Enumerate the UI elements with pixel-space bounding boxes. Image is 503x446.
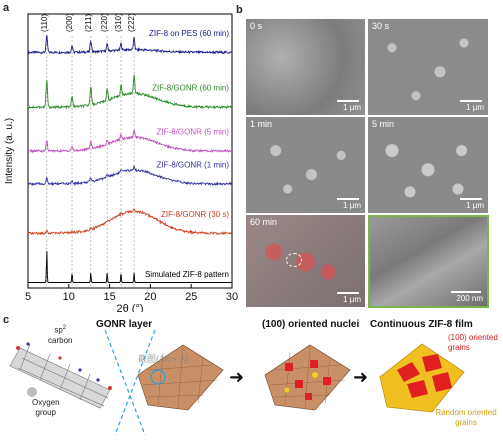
- title-continuous-film: Continuous ZIF-8 film: [370, 319, 473, 330]
- x-tick-label: 15: [103, 291, 115, 303]
- title-oriented-nuclei: (100) oriented nuclei: [262, 319, 360, 330]
- peak-label: (200): [65, 13, 74, 32]
- y-axis-label: Intensity (a. u.): [4, 118, 15, 184]
- sem-tile-60min: 60 min 1 μm: [246, 215, 365, 307]
- panel-b-letter: b: [236, 4, 243, 16]
- peak-label: (310): [114, 13, 123, 32]
- carbon-sup: 2: [62, 325, 67, 331]
- sem-scale-label: 1 μm: [466, 201, 484, 210]
- screenshot-overlay-text: 截图(Alt + A): [138, 354, 189, 364]
- zoom-circle: [286, 253, 302, 267]
- sem-scale-label: 1 μm: [343, 201, 361, 210]
- sem-tile-30s: 30 s 1 μm: [368, 19, 488, 115]
- continuous-film-sheet: [379, 343, 465, 413]
- x-tick-label: 20: [144, 291, 156, 303]
- peak-label: (211): [84, 14, 93, 32]
- x-axis-label: 2θ (°): [116, 303, 143, 312]
- panel-a-letter: a: [3, 2, 10, 14]
- sem-time-label: 1 min: [250, 119, 273, 129]
- series-line: [28, 129, 233, 154]
- scale-bar: [460, 100, 482, 102]
- peak-label: (220): [100, 13, 109, 32]
- x-tick-label: 30: [226, 291, 238, 303]
- sem-time-label: 60 min: [250, 217, 278, 227]
- x-tick-label: 5: [25, 291, 31, 303]
- oxygen-line2: group: [35, 408, 57, 417]
- gonr-ribbon-illustration: [9, 342, 112, 409]
- scale-bar: [337, 100, 359, 102]
- scale-bar: [337, 198, 359, 200]
- sem-tile-1min: 1 min 1 μm: [246, 117, 365, 213]
- panel-c-letter: c: [3, 314, 10, 326]
- series-line: [27, 208, 233, 236]
- xrd-chart: 5 10 15 20 25 30 2θ (°) Intensity (a. u.) (110) (…: [4, 13, 238, 312]
- x-tick-label: 10: [63, 291, 75, 303]
- scale-bar: [337, 292, 359, 294]
- x-tick-label: 25: [185, 291, 197, 303]
- series-label: ZIF-8/GONR (30 s): [161, 210, 229, 219]
- series-label: Simulated ZIF-8 pattern: [145, 270, 229, 279]
- series-label: ZIF-8/GONR (60 min): [152, 84, 229, 93]
- oriented-nuclei-sheet: [264, 344, 351, 411]
- series-line: [27, 74, 233, 110]
- series-label: ZIF-8/GONR (5 min): [157, 128, 230, 137]
- sem-tile-zoom: 200 nm: [368, 215, 489, 308]
- carbon-line2: carbon: [48, 335, 73, 345]
- arrow-right-icon: ➜: [353, 367, 369, 387]
- sem-scale-label: 1 μm: [343, 295, 361, 304]
- sem-time-label: 0 s: [250, 21, 263, 31]
- label-oriented-grains: (100) oriented grains: [448, 333, 498, 352]
- sem-tile-5min: 5 min 1 μm: [368, 117, 488, 213]
- title-gonr-layer: GONR layer: [96, 319, 153, 330]
- oxygen-line1: Oxygen: [32, 398, 60, 407]
- series-line: [27, 35, 233, 55]
- sem-scale-label: 1 μm: [466, 103, 484, 112]
- label-sp2-carbon: sp2 carbon: [48, 323, 72, 346]
- peak-label: (222): [127, 13, 136, 32]
- scale-bar: [451, 291, 481, 293]
- series-line: [28, 250, 232, 283]
- series-label: ZIF-8/GONR (1 min): [157, 160, 230, 169]
- sem-time-label: 5 min: [372, 119, 395, 129]
- sem-scale-label: 1 μm: [343, 103, 361, 112]
- zoom-guide-lines: [104, 330, 156, 436]
- arrow-right-icon: ➜: [229, 367, 245, 387]
- series-line: [27, 165, 233, 187]
- gonr-mesh-sheet: [137, 344, 224, 411]
- label-oxygen-group: Oxygen group: [32, 398, 60, 418]
- series-label: ZIF-8 on PES (60 min): [149, 29, 229, 38]
- peak-label: (110): [40, 14, 49, 32]
- sem-tile-0s: 0 s 1 μm: [246, 19, 365, 115]
- sem-scale-label: 200 nm: [456, 294, 483, 303]
- label-random-grains: Random oriented grains: [435, 408, 497, 427]
- scale-bar: [460, 198, 482, 200]
- carbon-line1: sp: [54, 325, 63, 335]
- sem-time-label: 30 s: [372, 21, 390, 31]
